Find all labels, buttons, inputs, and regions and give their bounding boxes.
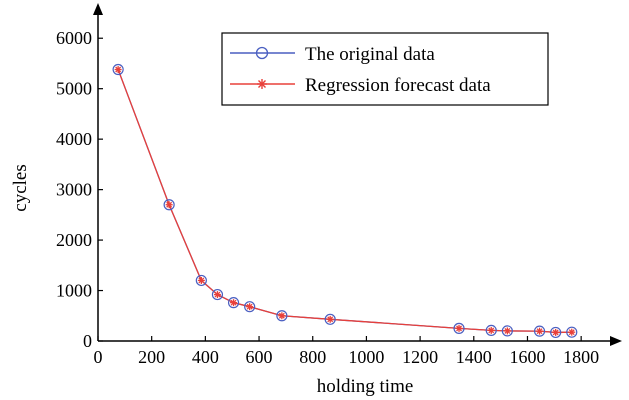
y-tick-label: 3000 bbox=[56, 180, 92, 200]
x-tick-label: 1600 bbox=[509, 347, 545, 367]
legend-marker-circle-icon bbox=[255, 46, 269, 60]
data-point-asterisk bbox=[165, 201, 173, 209]
data-point-asterisk bbox=[230, 299, 238, 307]
axes bbox=[93, 3, 622, 346]
series-layer bbox=[112, 63, 578, 339]
data-point-circle bbox=[501, 325, 513, 337]
x-tick-label: 1800 bbox=[563, 347, 599, 367]
legend-marker-asterisk-icon bbox=[257, 79, 267, 89]
y-axis-arrow-icon bbox=[93, 3, 103, 15]
data-point-asterisk bbox=[197, 276, 205, 284]
x-tick-label: 1000 bbox=[348, 347, 384, 367]
data-point-circle bbox=[453, 322, 465, 334]
x-tick-label: 600 bbox=[246, 347, 273, 367]
data-point-circle bbox=[195, 274, 207, 287]
y-tick-label: 1000 bbox=[56, 281, 92, 301]
data-point-asterisk bbox=[213, 291, 221, 299]
y-ticks: 0 1000 2000 3000 4000 5000 6000 bbox=[56, 28, 103, 351]
x-tick-label: 400 bbox=[192, 347, 219, 367]
data-point-asterisk bbox=[503, 327, 511, 335]
data-point-circle bbox=[276, 310, 288, 322]
data-point-asterisk bbox=[326, 315, 334, 323]
x-ticks: 0 200 400 600 800 1000 1200 1400 1600 1800 bbox=[94, 336, 599, 367]
data-point-circle bbox=[485, 324, 497, 337]
data-point-circle bbox=[211, 288, 224, 301]
x-tick-label: 200 bbox=[138, 347, 165, 367]
data-point-asterisk bbox=[536, 327, 544, 335]
data-point-circle bbox=[566, 326, 578, 338]
data-point-circle bbox=[550, 326, 562, 339]
legend: The original data Regression forecast da… bbox=[221, 32, 549, 106]
y-tick-label: 5000 bbox=[56, 79, 92, 99]
x-tick-label: 0 bbox=[94, 347, 103, 367]
legend-box bbox=[221, 32, 549, 106]
y-tick-label: 6000 bbox=[56, 28, 92, 48]
data-point-circle bbox=[163, 199, 175, 211]
data-point-asterisk bbox=[487, 326, 495, 334]
data-point-circle bbox=[324, 313, 336, 325]
data-point-circle bbox=[244, 301, 256, 313]
y-tick-label: 0 bbox=[83, 331, 92, 351]
data-point-asterisk bbox=[568, 328, 576, 336]
data-point-circle bbox=[533, 325, 546, 337]
x-axis-title: holding time bbox=[317, 376, 414, 397]
data-point-circle bbox=[227, 297, 240, 309]
x-tick-label: 800 bbox=[299, 347, 326, 367]
data-point-asterisk bbox=[552, 328, 560, 336]
y-tick-label: 4000 bbox=[56, 129, 92, 149]
data-point-asterisk bbox=[455, 324, 463, 332]
x-tick-label: 1200 bbox=[402, 347, 438, 367]
x-axis-arrow-icon bbox=[610, 336, 622, 346]
y-axis-title: cycles bbox=[10, 164, 31, 211]
data-point-asterisk bbox=[114, 66, 122, 74]
legend-label-regression: Regression forecast data bbox=[305, 75, 491, 96]
x-tick-label: 1400 bbox=[456, 347, 492, 367]
series-line-1 bbox=[117, 69, 572, 334]
data-point-circle bbox=[112, 63, 124, 76]
data-point-asterisk bbox=[246, 303, 254, 311]
series-line-0 bbox=[117, 69, 572, 334]
y-tick-label: 2000 bbox=[56, 230, 92, 250]
data-point-asterisk bbox=[278, 312, 286, 320]
legend-label-original: The original data bbox=[305, 44, 435, 65]
